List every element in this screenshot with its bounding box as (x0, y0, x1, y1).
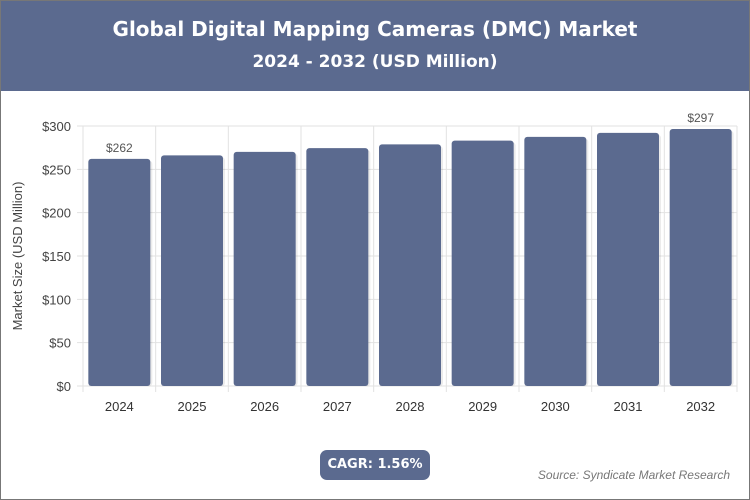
data-label: $297 (687, 111, 714, 125)
bar-2030 (524, 136, 587, 386)
data-label: $262 (106, 141, 133, 155)
source-note: Source: Syndicate Market Research (537, 468, 730, 482)
bar-2026 (233, 151, 296, 386)
y-tick-label: $200 (42, 206, 71, 221)
bar-2024 (88, 158, 151, 386)
y-tick-label: $0 (57, 379, 71, 394)
bar-2027 (306, 148, 369, 386)
bar-2031 (597, 132, 659, 386)
y-tick-label: $50 (49, 336, 71, 351)
bar-2028 (379, 144, 441, 386)
y-axis-label: Market Size (USD Million) (10, 182, 25, 331)
x-tick-label: 2024 (105, 399, 134, 414)
x-tick-label: 2032 (686, 399, 715, 414)
bar-2025 (161, 155, 223, 386)
x-tick-label: 2027 (323, 399, 352, 414)
y-tick-label: $150 (42, 249, 71, 264)
bar-2032 (669, 128, 732, 387)
cagr-badge: CAGR: 1.56% (320, 450, 430, 480)
y-tick-label: $250 (42, 162, 71, 177)
x-tick-label: 2029 (468, 399, 497, 414)
y-tick-label: $300 (42, 119, 71, 134)
x-tick-label: 2031 (614, 399, 643, 414)
x-tick-label: 2030 (541, 399, 570, 414)
chart-subtitle: 2024 - 2032 (USD Million) (252, 52, 498, 72)
chart-header: Global Digital Mapping Cameras (DMC) Mar… (1, 1, 749, 91)
y-tick-label: $100 (42, 292, 71, 307)
x-tick-label: 2026 (250, 399, 279, 414)
bar-2029 (451, 140, 514, 386)
x-tick-label: 2025 (178, 399, 207, 414)
chart-title: Global Digital Mapping Cameras (DMC) Mar… (112, 17, 638, 41)
x-tick-label: 2028 (396, 399, 425, 414)
